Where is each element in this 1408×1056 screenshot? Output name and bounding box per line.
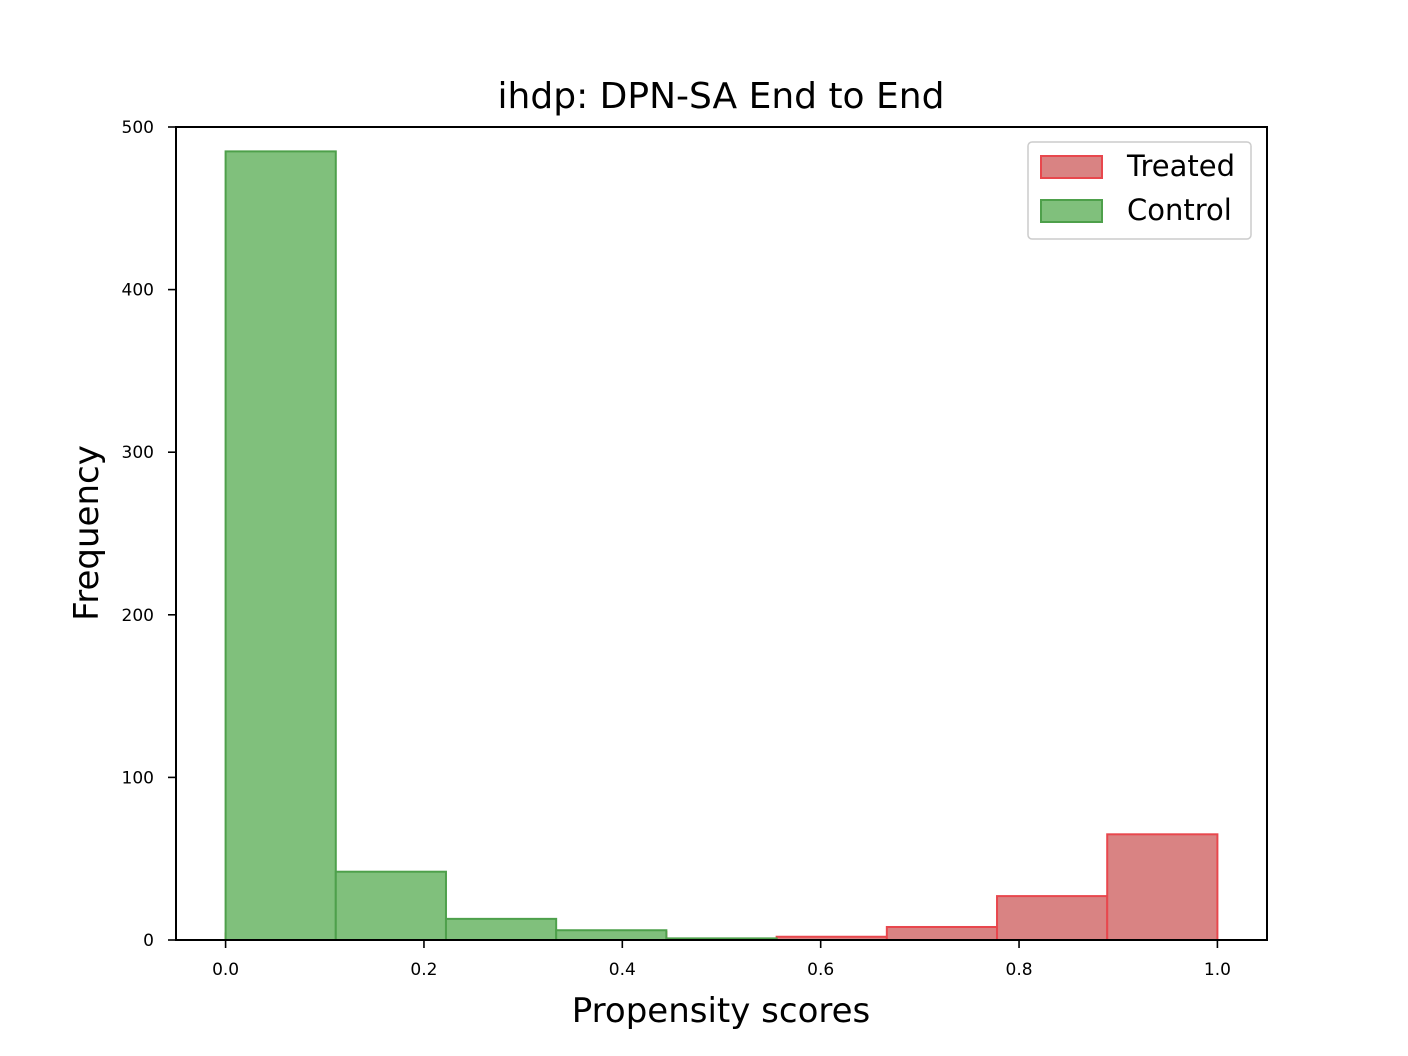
chart-title: ihdp: DPN-SA End to End [498, 76, 945, 117]
y-tick-label: 300 [122, 443, 154, 463]
x-tick-label: 0.2 [410, 960, 437, 980]
legend-swatch-control [1040, 199, 1103, 223]
y-axis: 0 100 200 300 400 500 [122, 118, 176, 951]
x-tick-label: 0.4 [609, 960, 636, 980]
bar-control-2 [444, 917, 558, 941]
legend-label-treated: Treated [1126, 149, 1235, 183]
x-tick-label: 0.0 [212, 960, 239, 980]
x-axis-label: Propensity scores [572, 991, 870, 1031]
y-tick-label: 100 [122, 768, 154, 788]
plot-area-frame [175, 126, 1268, 941]
bar-control-0 [224, 150, 337, 941]
y-axis-label: Frequency [67, 445, 107, 621]
y-tick-label: 200 [122, 606, 154, 626]
bar-control-3 [555, 929, 668, 942]
legend-swatch-treated [1040, 155, 1103, 179]
legend: Treated Control [1027, 141, 1252, 240]
bar-treated-8 [1106, 833, 1219, 941]
x-tick-label: 0.6 [807, 960, 834, 980]
legend-label-control: Control [1127, 193, 1232, 227]
bars-layer [224, 150, 1219, 942]
bar-control-1 [334, 870, 447, 942]
x-axis: 0.0 0.2 0.4 0.6 0.8 1.0 [212, 940, 1231, 980]
y-tick-label: 0 [143, 931, 154, 951]
x-tick-label: 1.0 [1204, 960, 1231, 980]
y-tick-label: 500 [122, 118, 154, 138]
bar-treated-6 [885, 925, 999, 942]
y-tick-label: 400 [122, 281, 154, 301]
x-tick-label: 0.8 [1006, 960, 1033, 980]
bar-treated-7 [996, 895, 1109, 942]
